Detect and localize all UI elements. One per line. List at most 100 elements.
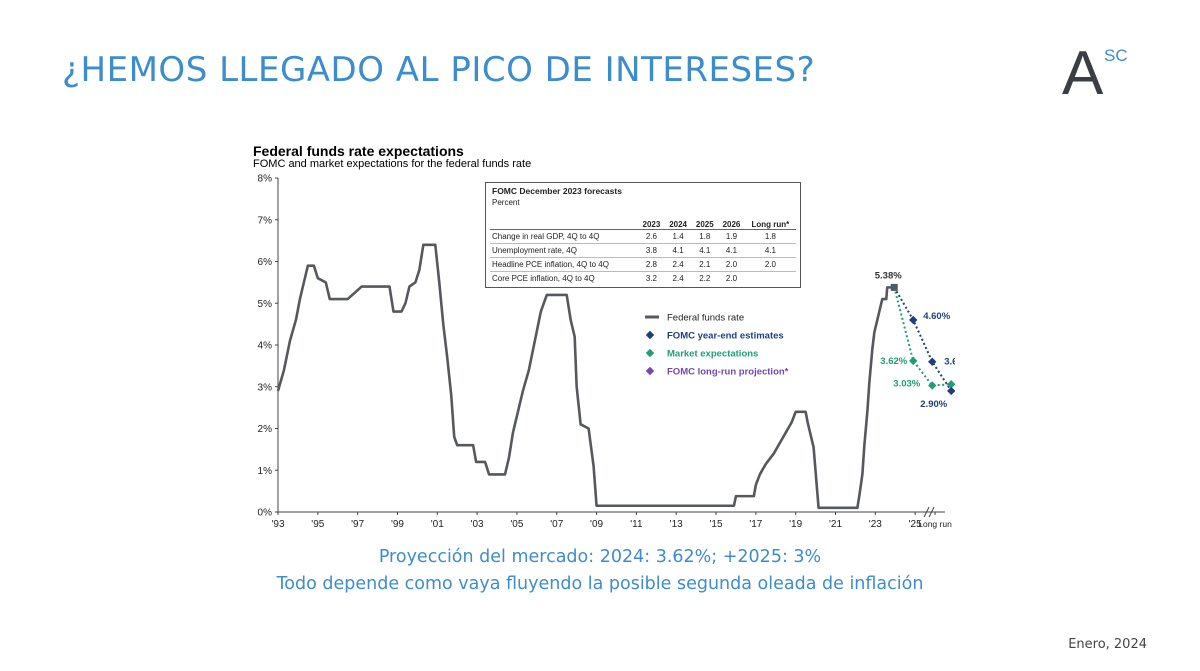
table-header-cell: 2025 — [691, 209, 719, 230]
axis-break-mark — [928, 506, 935, 518]
table-row-label: Core PCE inflation, 4Q to 4Q — [492, 274, 595, 283]
table-cell: 1.9 — [718, 229, 745, 244]
table-unit: Percent — [492, 198, 520, 207]
x-tick-label: '07 — [550, 519, 563, 530]
fed-funds-chart: 0% 1% 2% 3% 4% 5% 6% 7% 8% '93 '95 '97 '99 '01 '03 '05 '… — [250, 140, 955, 535]
table-cell: 2.1 — [691, 257, 719, 272]
y-tick-label: 0% — [258, 508, 273, 519]
data-label: 2.90% — [920, 399, 947, 410]
table-cell — [745, 272, 796, 286]
legend-label: Market expectations — [667, 349, 758, 360]
data-label: 4.60% — [923, 311, 950, 322]
x-tick-label: '13 — [670, 519, 683, 530]
logo-letter: A — [1062, 39, 1104, 108]
x-tick-label: '23 — [869, 519, 882, 530]
x-tick-label: '15 — [710, 519, 723, 530]
table-header-cell: 2023 — [638, 209, 665, 230]
chart-subtitle: FOMC and market expectations for the fed… — [253, 158, 532, 170]
federal-funds-rate-line — [276, 243, 895, 510]
table-cell: 2.0 — [718, 257, 745, 272]
fomc-estimate-point — [909, 315, 918, 325]
caption-market-projection: Proyección del mercado: 2024: 3.62%; +20… — [378, 547, 822, 567]
table-row-label: Change in real GDP, 4Q to 4Q — [490, 229, 639, 244]
table-cell: 2.0 — [744, 257, 796, 272]
table-header-row: 2023 2024 2025 2026 Long run* — [490, 209, 796, 230]
x-tick-label: '21 — [829, 519, 842, 530]
table-cell: 2.2 — [699, 274, 711, 283]
market-expectation-point — [909, 356, 918, 366]
logo-superscript: SC — [1104, 46, 1128, 65]
table-row: Core PCE inflation, 4Q to 4Q 3.2 2.4 2.2… — [490, 272, 796, 286]
fomc-estimates-line — [893, 286, 953, 392]
legend-swatch-diamond — [645, 330, 655, 340]
data-label: 3.62% — [880, 356, 907, 367]
data-label: 3.60% — [944, 357, 955, 368]
table-cell: 2.0 — [725, 274, 738, 283]
table-cell: 2.6 — [638, 229, 665, 244]
market-expectations-line — [893, 287, 952, 387]
y-tick-label: 5% — [258, 299, 273, 310]
market-expectation-point — [947, 380, 955, 389]
legend-label: Federal funds rate — [667, 313, 744, 324]
x-tick-label: '11 — [630, 519, 643, 530]
x-tick-label: '01 — [431, 519, 444, 530]
legend-label: FOMC year-end estimates — [667, 331, 784, 342]
brand-logo: A SC — [1062, 39, 1142, 108]
legend-label: FOMC long-run projection* — [667, 367, 789, 378]
y-tick-label: 1% — [258, 466, 273, 477]
table-header-blank — [490, 209, 639, 230]
x-tick-label: '19 — [789, 519, 802, 530]
x-tick-label: Long run — [918, 519, 952, 529]
fomc-estimate-point — [928, 357, 937, 366]
table-cell: 3.2 — [645, 274, 657, 283]
table-row-label: Headline PCE inflation, 4Q to 4Q — [490, 257, 639, 272]
table-cell: 4.1 — [691, 243, 719, 258]
footer-date: Enero, 2024 — [1068, 637, 1147, 652]
table-row: Change in real GDP, 4Q to 4Q 2.6 1.4 1.8… — [490, 229, 796, 244]
x-tick-label: '09 — [590, 519, 603, 530]
market-expectation-point — [928, 381, 937, 390]
caption-inflation-note: Todo depende como vaya fluyendo la posib… — [276, 574, 924, 594]
table-cell: 2.8 — [638, 257, 665, 272]
table-header-cell: 2024 — [664, 209, 692, 230]
table-cell: 1.8 — [691, 229, 719, 244]
table-cell: 1.4 — [664, 229, 692, 244]
data-label: 5.38% — [875, 270, 902, 281]
forecast-table: 2023 2024 2025 2026 Long run* Change in … — [490, 209, 796, 285]
current-rate-marker — [890, 283, 898, 291]
legend-swatch-diamond — [645, 366, 655, 376]
table-cell: 2.4 — [664, 257, 692, 272]
y-tick-label: 3% — [258, 382, 273, 393]
x-tick-label: '17 — [749, 519, 762, 530]
x-tick-label: '97 — [351, 519, 364, 530]
x-tick-label: '25 — [909, 519, 922, 530]
axis-break-mark — [923, 506, 930, 518]
table-header-cell: 2026 — [718, 209, 745, 230]
table-row: Headline PCE inflation, 4Q to 4Q 2.8 2.4… — [490, 257, 796, 272]
fomc-forecast-table: FOMC December 2023 forecasts Percent 202… — [485, 182, 801, 288]
y-tick-label: 8% — [258, 174, 273, 185]
table-title: FOMC December 2023 forecasts — [492, 186, 622, 196]
table-cell: 3.8 — [638, 243, 665, 258]
x-tick-label: '03 — [471, 519, 484, 530]
chart-title: Federal funds rate expectations — [253, 143, 464, 159]
table-cell: 4.1 — [744, 243, 796, 258]
x-tick-label: '95 — [311, 519, 324, 530]
data-label: 3.03% — [893, 378, 920, 389]
table-row: Unemployment rate, 4Q 3.8 4.1 4.1 4.1 4.… — [490, 243, 796, 258]
table-cell: 4.1 — [664, 243, 692, 258]
y-tick-label: 6% — [258, 257, 273, 268]
table-cell: 1.8 — [744, 229, 796, 244]
y-tick-label: 2% — [258, 424, 273, 435]
x-tick-label: '93 — [271, 519, 284, 530]
slide-title: ¿HEMOS LLEGADO AL PICO DE INTERESES? — [62, 50, 816, 90]
x-tick-label: '05 — [510, 519, 523, 530]
legend-swatch-diamond — [645, 348, 655, 358]
table-row-label: Unemployment rate, 4Q — [490, 243, 639, 258]
y-tick-label: 7% — [258, 215, 273, 226]
fomc-estimate-point — [947, 386, 955, 396]
x-tick-label: '99 — [391, 519, 404, 530]
y-tick-label: 4% — [258, 341, 273, 352]
table-cell: 4.1 — [718, 243, 745, 258]
table-header-cell: Long run* — [744, 209, 796, 230]
